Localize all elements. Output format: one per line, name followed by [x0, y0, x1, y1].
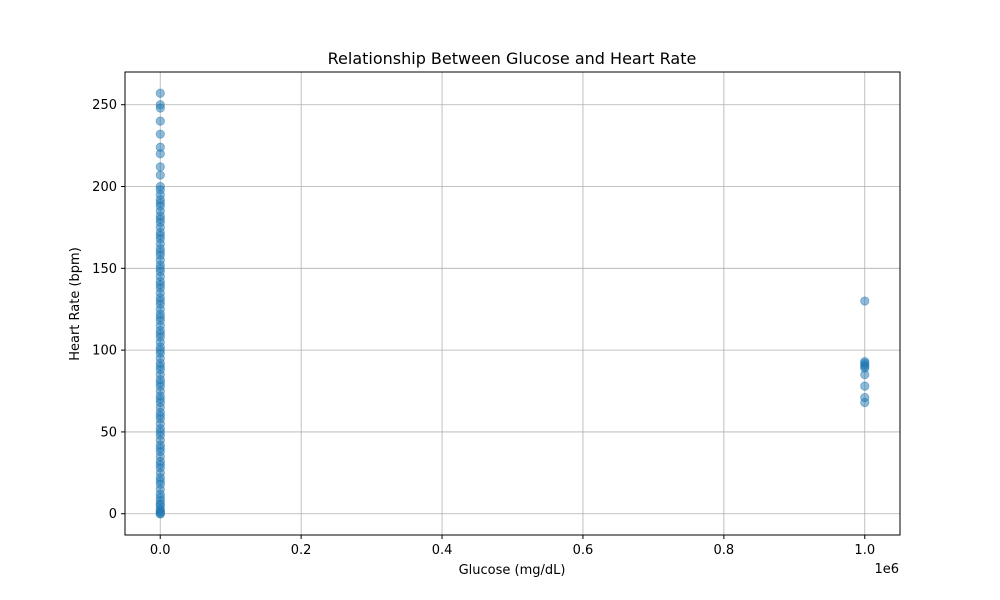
- plot-frame: [124, 71, 901, 536]
- data-point: [860, 296, 870, 306]
- y-axis-label: Heart Rate (bpm): [68, 247, 83, 361]
- data-point: [155, 88, 165, 98]
- x-tick-label: 0.4: [432, 543, 453, 558]
- data-point: [155, 499, 165, 509]
- x-tick-label: 1.0: [854, 543, 875, 558]
- data-point: [860, 370, 870, 380]
- data-point: [155, 170, 165, 180]
- data-point: [155, 100, 165, 110]
- y-tick-label: 250: [92, 98, 117, 113]
- x-tick-label: 0.0: [150, 543, 171, 558]
- data-point: [860, 397, 870, 408]
- y-tick-label: 0: [109, 507, 117, 522]
- x-tick-label: 0.2: [291, 543, 312, 558]
- x-axis-label: Glucose (mg/dL): [459, 563, 566, 578]
- y-tick-label: 50: [100, 425, 117, 440]
- x-tick-label: 0.6: [573, 543, 594, 558]
- y-tick-label: 150: [92, 262, 117, 277]
- data-point: [860, 381, 870, 391]
- data-point: [155, 116, 165, 126]
- y-tick-label: 200: [92, 180, 117, 195]
- x-tick-label: 0.8: [714, 543, 735, 558]
- data-points: [155, 88, 870, 519]
- y-tick-label: 100: [92, 344, 117, 359]
- data-point: [155, 129, 165, 139]
- x-axis-offset-label: 1e6: [874, 562, 899, 577]
- chart-title: Relationship Between Glucose and Heart R…: [328, 49, 697, 68]
- axis-ticks: 0.0 0.2 0.4 0.6 0.8 1.0 0 50 100 150 200 250: [92, 98, 875, 558]
- data-point: [155, 162, 165, 172]
- data-point: [155, 142, 165, 152]
- data-point: [155, 181, 165, 192]
